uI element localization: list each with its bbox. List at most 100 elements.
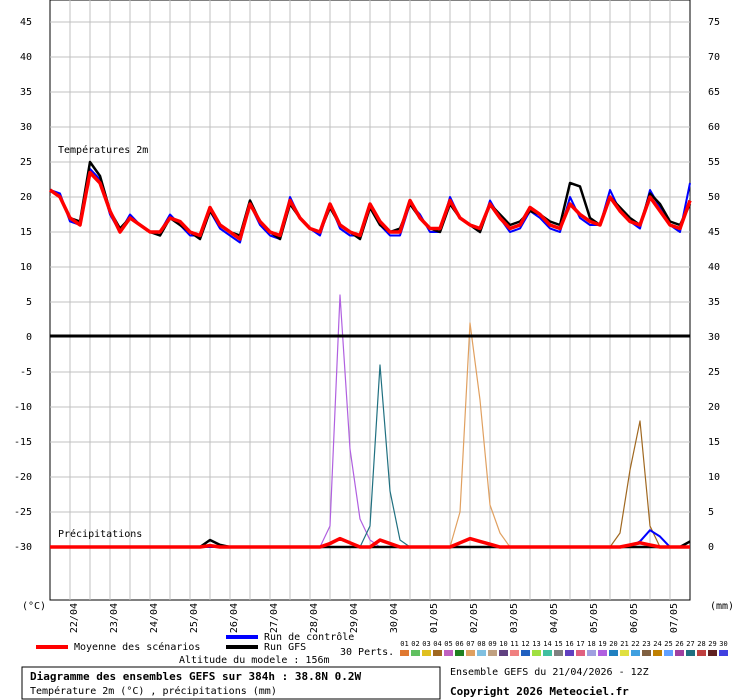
y2-tick-label: 40 <box>708 262 720 273</box>
perturbation-swatch <box>510 650 519 656</box>
perturbation-swatch <box>466 650 475 656</box>
perturbation-swatch <box>642 650 651 656</box>
y-tick-label: 5 <box>26 297 32 308</box>
perturbation-number: 12 <box>521 640 529 648</box>
perturbation-swatch <box>675 650 684 656</box>
perturbation-swatch <box>554 650 563 656</box>
perturbation-number: 20 <box>609 640 617 648</box>
x-tick-label: 03/05 <box>509 603 520 633</box>
perturbation-number: 24 <box>653 640 661 648</box>
perturbation-number: 23 <box>642 640 650 648</box>
y2-tick-label: 75 <box>708 17 720 28</box>
footer-subtitle: Température 2m (°C) , précipitations (mm… <box>30 685 277 697</box>
panel-title: Précipitations <box>58 528 142 540</box>
x-tick-label: 22/04 <box>69 603 80 633</box>
x-tick-label: 01/05 <box>429 603 440 633</box>
perturbation-number: 14 <box>543 640 551 648</box>
y-tick-label: -30 <box>14 542 32 553</box>
y2-tick-label: 45 <box>708 227 720 238</box>
perturbation-number: 03 <box>422 640 430 648</box>
y-tick-label: 40 <box>20 52 32 63</box>
perturbation-swatch <box>422 650 431 656</box>
perturbation-swatch <box>576 650 585 656</box>
x-tick-label: 26/04 <box>229 603 240 633</box>
footer-title: Diagramme des ensembles GEFS sur 384h : … <box>30 670 362 683</box>
perturbation-number: 17 <box>576 640 584 648</box>
perturbation-number: 10 <box>499 640 507 648</box>
perturbation-swatch <box>631 650 640 656</box>
y-tick-label: -20 <box>14 472 32 483</box>
perturbation-number: 30 <box>719 640 727 648</box>
altitude: Altitude du modele : 156m <box>179 655 330 666</box>
perturbation-number: 15 <box>554 640 562 648</box>
x-tick-label: 27/04 <box>269 603 280 633</box>
y2-tick-label: 25 <box>708 367 720 378</box>
perturbation-number: 08 <box>477 640 485 648</box>
perturbation-number: 16 <box>565 640 573 648</box>
x-tick-label: 04/05 <box>549 603 560 633</box>
perturbation-swatch <box>686 650 695 656</box>
y-tick-label: 0 <box>26 332 32 343</box>
perturbation-number: 21 <box>620 640 628 648</box>
perturbation-number: 26 <box>675 640 683 648</box>
perturbation-number: 22 <box>631 640 639 648</box>
perturbation-swatch <box>521 650 530 656</box>
y2-tick-label: 55 <box>708 157 720 168</box>
perturbation-label: 30 Perts. <box>340 647 394 658</box>
legend-label: Run GFS <box>264 642 306 653</box>
perturbation-swatch <box>400 650 409 656</box>
perturbation-swatch <box>543 650 552 656</box>
perturbation-swatch <box>620 650 629 656</box>
x-tick-label: 30/04 <box>389 603 400 633</box>
perturbation-swatch <box>565 650 574 656</box>
y-tick-label: -10 <box>14 402 32 413</box>
perturbation-number: 02 <box>411 640 419 648</box>
perturbation-swatch <box>433 650 442 656</box>
y-tick-label: 15 <box>20 227 32 238</box>
legend-label: Run de contrôle <box>264 631 354 643</box>
axis-unit: (mm) <box>710 601 734 612</box>
series-line <box>48 170 692 241</box>
perturbation-number: 13 <box>532 640 540 648</box>
y2-tick-label: 5 <box>708 507 714 518</box>
perturbation-number: 18 <box>587 640 595 648</box>
y-tick-label: -25 <box>14 507 32 518</box>
panel-title: Températures 2m <box>58 144 148 156</box>
legend-label: Moyenne des scénarios <box>74 641 200 653</box>
perturbation-number: 06 <box>455 640 463 648</box>
y2-tick-label: 0 <box>708 542 714 553</box>
y2-tick-label: 30 <box>708 332 720 343</box>
y-tick-label: 20 <box>20 192 32 203</box>
perturbation-number: 07 <box>466 640 474 648</box>
run-info: Ensemble GEFS du 21/04/2026 - 12Z <box>450 667 649 678</box>
perturbation-swatch <box>653 650 662 656</box>
perturbation-number: 05 <box>444 640 452 648</box>
perturbation-swatch <box>598 650 607 656</box>
y-tick-label: 30 <box>20 122 32 133</box>
copyright: Copyright 2026 Meteociel.fr <box>450 685 629 698</box>
y-tick-label: -15 <box>14 437 32 448</box>
axis-unit: (°C) <box>22 601 46 612</box>
x-tick-label: 07/05 <box>669 603 680 633</box>
perturbation-swatch <box>488 650 497 656</box>
perturbation-number: 28 <box>697 640 705 648</box>
perturbation-number: 19 <box>598 640 606 648</box>
y-tick-label: 35 <box>20 87 32 98</box>
y2-tick-label: 35 <box>708 297 720 308</box>
perturbation-swatch <box>411 650 420 656</box>
y-tick-label: 25 <box>20 157 32 168</box>
perturbation-number: 09 <box>488 640 496 648</box>
y2-tick-label: 60 <box>708 122 720 133</box>
perturbation-swatch <box>455 650 464 656</box>
y-tick-label: 10 <box>20 262 32 273</box>
x-tick-label: 02/05 <box>469 603 480 633</box>
x-tick-label: 25/04 <box>189 603 200 633</box>
perturbation-number: 29 <box>708 640 716 648</box>
y-tick-label: -5 <box>20 367 32 378</box>
y-tick-label: 45 <box>20 17 32 28</box>
y2-tick-label: 20 <box>708 402 720 413</box>
perturbation-swatch <box>532 650 541 656</box>
perturbation-number: 25 <box>664 640 672 648</box>
y2-tick-label: 50 <box>708 192 720 203</box>
